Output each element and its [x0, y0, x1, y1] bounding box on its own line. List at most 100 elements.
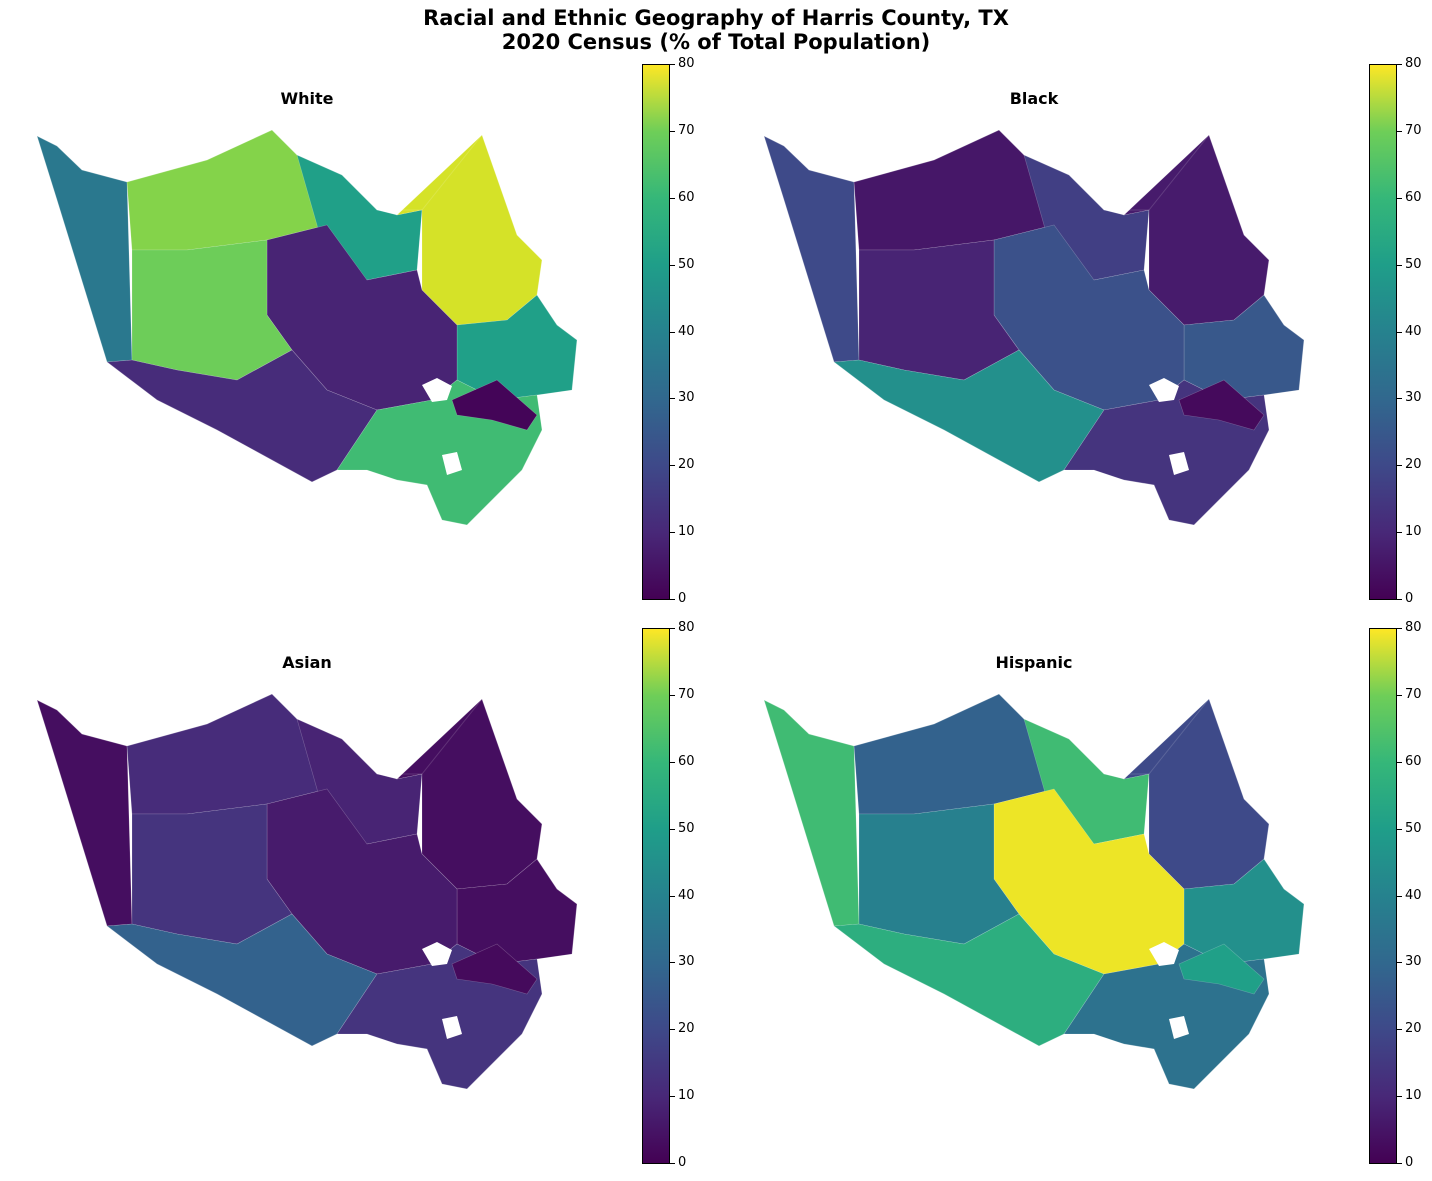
colorbar-tick-label: 10 [678, 524, 695, 540]
colorbar-tickmark [1397, 197, 1402, 199]
colorbar-tickmark [670, 828, 675, 830]
lake-hole [422, 378, 452, 402]
colorbar-tick-label: 10 [1405, 1088, 1422, 1104]
colorbar-tick-label: 20 [678, 457, 695, 473]
county-outline [36, 693, 578, 1090]
title-line-2: 2020 Census (% of Total Population) [501, 30, 931, 54]
colorbar-tickmark [670, 1163, 675, 1164]
colorbar-tick-label: 30 [1405, 390, 1422, 406]
colorbar-tick-label: 20 [1405, 457, 1422, 473]
lake-hole-south [442, 1016, 462, 1039]
panel-title-black: Black [1009, 89, 1059, 108]
colorbar-tick-label: 70 [1405, 122, 1422, 138]
figure-title: Racial and Ethnic Geography of Harris Co… [0, 6, 1432, 54]
zone-south-west [106, 349, 378, 483]
map-black [763, 129, 1305, 526]
colorbar-tick-label: 40 [1405, 887, 1422, 903]
colorbar-tickmark [1397, 465, 1402, 467]
county-outline [763, 693, 1305, 1090]
colorbar-tick-label: 80 [678, 620, 695, 635]
colorbar-tickmark [1397, 694, 1402, 696]
colorbar-tickmark [670, 331, 675, 333]
zone-north-west [126, 129, 328, 251]
zone-bay-strip [1178, 379, 1265, 431]
colorbar-tickmark [1397, 599, 1402, 600]
county-outline [36, 129, 578, 526]
zone-bay-strip [451, 943, 538, 995]
colorbar-tick-label: 40 [678, 887, 695, 903]
colorbar-tick-label: 0 [1405, 591, 1414, 606]
colorbar-tick-label: 60 [678, 753, 695, 769]
colorbar-tickmark [670, 64, 675, 65]
lake-hole [1149, 942, 1179, 966]
colorbar-tickmark [670, 465, 675, 467]
colorbar-tickmark [1397, 962, 1402, 964]
colorbar-tick-label: 60 [1405, 753, 1422, 769]
lake-hole-south [442, 452, 462, 475]
lake-hole [422, 942, 452, 966]
colorbar-tick-label: 20 [678, 1021, 695, 1037]
zone-north-west [853, 693, 1055, 815]
colorbar-tick-label: 10 [678, 1088, 695, 1104]
zone-far-west [36, 699, 133, 927]
colorbar-tickmark [670, 761, 675, 763]
zone-far-west [763, 135, 860, 363]
lake-hole-south [1169, 1016, 1189, 1039]
panel-title-hispanic: Hispanic [995, 653, 1073, 672]
map-asian [36, 693, 578, 1090]
colorbar-tickmark [1397, 628, 1402, 629]
zone-south-west [106, 913, 378, 1047]
colorbar-black [1369, 64, 1397, 600]
colorbar-tickmark [670, 197, 675, 199]
zone-north-west [853, 129, 1055, 251]
colorbar-tickmark [670, 694, 675, 696]
colorbar-tick-label: 60 [1405, 189, 1422, 205]
colorbar-tickmark [670, 628, 675, 629]
colorbar-tick-label: 50 [678, 256, 695, 272]
colorbar-tick-label: 30 [678, 954, 695, 970]
colorbar-tick-label: 0 [678, 1155, 687, 1170]
colorbar-tickmark [670, 264, 675, 266]
colorbar-tick-label: 10 [1405, 524, 1422, 540]
colorbar-tick-label: 70 [678, 122, 695, 138]
colorbar-tickmark [1397, 532, 1402, 534]
colorbar-tick-label: 20 [1405, 1021, 1422, 1037]
title-line-1: Racial and Ethnic Geography of Harris Co… [423, 6, 1009, 30]
colorbar-tick-label: 60 [678, 189, 695, 205]
county-outline [763, 129, 1305, 526]
colorbar-tick-label: 30 [1405, 954, 1422, 970]
colorbar-tick-label: 30 [678, 390, 695, 406]
colorbar-tickmark [1397, 828, 1402, 830]
colorbar-asian [642, 628, 670, 1164]
lake-hole [1149, 378, 1179, 402]
colorbar-tickmark [670, 962, 675, 964]
colorbar-tick-label: 40 [1405, 323, 1422, 339]
colorbar-tick-label: 70 [1405, 686, 1422, 702]
zone-bay-strip [1178, 943, 1265, 995]
colorbar-tickmark [1397, 1029, 1402, 1031]
colorbar-tickmark [670, 599, 675, 600]
colorbar-tickmark [670, 130, 675, 132]
colorbar-hispanic [1369, 628, 1397, 1164]
colorbar-tick-label: 50 [1405, 820, 1422, 836]
colorbar-tickmark [670, 895, 675, 897]
colorbar-tick-label: 40 [678, 323, 695, 339]
colorbar-tickmark [670, 532, 675, 534]
panel-title-white: White [280, 89, 334, 108]
panel-title-asian: Asian [282, 653, 332, 672]
colorbar-tickmark [1397, 264, 1402, 266]
colorbar-tickmark [1397, 1096, 1402, 1098]
colorbar-tick-label: 0 [1405, 1155, 1414, 1170]
colorbar-tick-label: 80 [1405, 56, 1422, 71]
colorbar-tickmark [1397, 1163, 1402, 1164]
colorbar-tick-label: 50 [1405, 256, 1422, 272]
colorbar-tick-label: 70 [678, 686, 695, 702]
colorbar-tickmark [1397, 64, 1402, 65]
colorbar-tickmark [670, 398, 675, 400]
map-hispanic [763, 693, 1305, 1090]
colorbar-tickmark [1397, 130, 1402, 132]
zone-bay-strip [451, 379, 538, 431]
colorbar-tickmark [670, 1029, 675, 1031]
zone-far-west [763, 699, 860, 927]
colorbar-tick-label: 80 [1405, 620, 1422, 635]
